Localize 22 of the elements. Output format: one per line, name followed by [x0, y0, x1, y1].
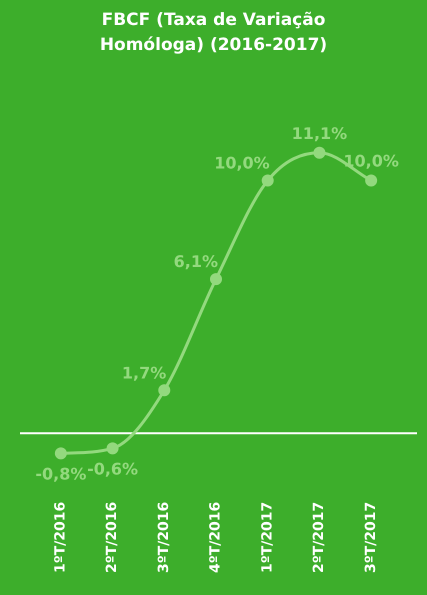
- data-label: 1,7%: [122, 363, 166, 382]
- x-tick-label: 2ºT/2017: [311, 502, 328, 573]
- chart-title: FBCF (Taxa de Variação Homóloga) (2016-2017): [98, 9, 328, 57]
- x-tick-label: 3ºT/2017: [362, 502, 379, 573]
- data-label: 10,0%: [214, 154, 270, 173]
- data-label: 10,0%: [343, 152, 399, 171]
- point: [262, 174, 274, 187]
- x-tick-label: 1ºT/2017: [259, 502, 276, 573]
- x-tick-label: 2ºT/2016: [104, 502, 120, 573]
- x-tick-label: 4ºT/2016: [208, 502, 224, 573]
- point: [158, 384, 170, 396]
- point: [313, 146, 326, 159]
- point: [106, 442, 119, 454]
- data-label: -0,6%: [87, 460, 138, 479]
- x-tick-label: 3ºT/2016: [156, 502, 172, 573]
- data-label: -0,8%: [35, 464, 86, 484]
- point: [365, 174, 378, 187]
- data-label: 6,1%: [174, 252, 218, 272]
- point: [210, 273, 222, 286]
- point: [54, 447, 67, 460]
- data-label: 11,1%: [292, 124, 348, 143]
- x-tick-label: 1ºT/2016: [52, 502, 68, 573]
